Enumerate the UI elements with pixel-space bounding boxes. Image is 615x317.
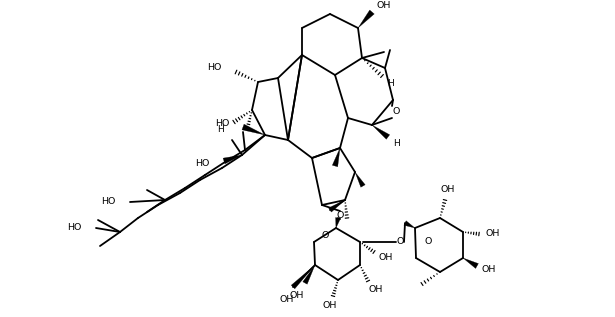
Text: O: O (321, 230, 328, 240)
Polygon shape (292, 265, 315, 289)
Polygon shape (372, 125, 390, 139)
Text: OH: OH (486, 230, 500, 238)
Polygon shape (242, 124, 265, 135)
Text: HO: HO (68, 223, 82, 232)
Polygon shape (463, 258, 478, 268)
Text: H: H (392, 139, 399, 147)
Text: HO: HO (208, 63, 222, 73)
Text: OH: OH (441, 185, 455, 195)
Polygon shape (332, 148, 340, 167)
Text: HO: HO (215, 120, 229, 128)
Text: HO: HO (196, 158, 210, 167)
Text: HO: HO (101, 197, 115, 206)
Polygon shape (355, 172, 365, 187)
Text: O: O (424, 237, 432, 247)
Text: H: H (387, 79, 394, 87)
Text: OH: OH (369, 286, 383, 294)
Text: O: O (396, 237, 403, 247)
Text: O: O (336, 210, 344, 219)
Text: H: H (217, 125, 224, 133)
Text: OH: OH (379, 253, 393, 262)
Text: OH: OH (280, 294, 294, 303)
Polygon shape (404, 221, 415, 228)
Polygon shape (336, 217, 341, 228)
Text: OH: OH (290, 290, 304, 300)
Polygon shape (328, 200, 345, 212)
Text: OH: OH (482, 266, 496, 275)
Text: O: O (392, 107, 400, 117)
Polygon shape (358, 10, 375, 28)
Polygon shape (303, 265, 315, 284)
Text: OH: OH (377, 2, 391, 10)
Text: OH: OH (323, 301, 337, 309)
Polygon shape (223, 155, 242, 164)
